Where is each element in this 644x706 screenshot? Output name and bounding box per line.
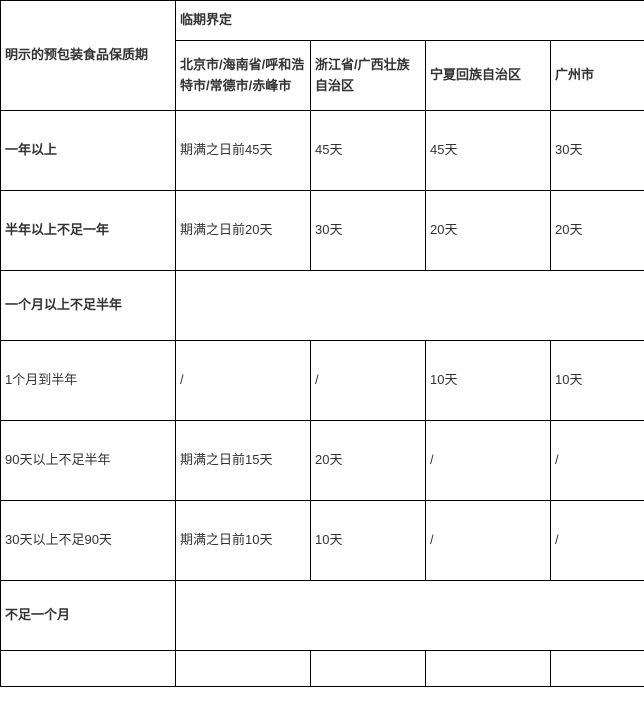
cell: / (551, 501, 644, 581)
empty-cell (1, 651, 176, 687)
row-label: 1个月到半年 (1, 341, 176, 421)
empty-cell (551, 651, 644, 687)
cell: 30天 (551, 111, 644, 191)
cell: / (426, 421, 551, 501)
row-label: 90天以上不足半年 (1, 421, 176, 501)
section-span (176, 271, 644, 341)
cell: 30天 (311, 191, 426, 271)
row-label: 半年以上不足一年 (1, 191, 176, 271)
cell: / (426, 501, 551, 581)
cell: 20天 (551, 191, 644, 271)
row-label: 30天以上不足90天 (1, 501, 176, 581)
cell: 20天 (426, 191, 551, 271)
col-header-label: 临期界定 (176, 1, 644, 41)
cell: 10天 (551, 341, 644, 421)
cell: 期满之日前20天 (176, 191, 311, 271)
row-header-label: 明示的预包装食品保质期 (1, 1, 176, 111)
shelf-life-table: 明示的预包装食品保质期 临期界定 北京市/海南省/呼和浩特市/常德市/赤峰市 浙… (0, 0, 644, 687)
region-header-0: 北京市/海南省/呼和浩特市/常德市/赤峰市 (176, 41, 311, 111)
empty-cell (176, 651, 311, 687)
region-header-3: 广州市 (551, 41, 644, 111)
row-label: 一年以上 (1, 111, 176, 191)
section-span (176, 581, 644, 651)
section-label: 不足一个月 (1, 581, 176, 651)
empty-cell (426, 651, 551, 687)
region-header-2: 宁夏回族自治区 (426, 41, 551, 111)
cell: / (551, 421, 644, 501)
cell: / (311, 341, 426, 421)
cell: 期满之日前45天 (176, 111, 311, 191)
cell: / (176, 341, 311, 421)
section-label: 一个月以上不足半年 (1, 271, 176, 341)
cell: 10天 (426, 341, 551, 421)
empty-cell (311, 651, 426, 687)
cell: 10天 (311, 501, 426, 581)
cell: 45天 (311, 111, 426, 191)
cell: 期满之日前10天 (176, 501, 311, 581)
region-header-1: 浙江省/广西壮族自治区 (311, 41, 426, 111)
cell: 20天 (311, 421, 426, 501)
cell: 期满之日前15天 (176, 421, 311, 501)
cell: 45天 (426, 111, 551, 191)
